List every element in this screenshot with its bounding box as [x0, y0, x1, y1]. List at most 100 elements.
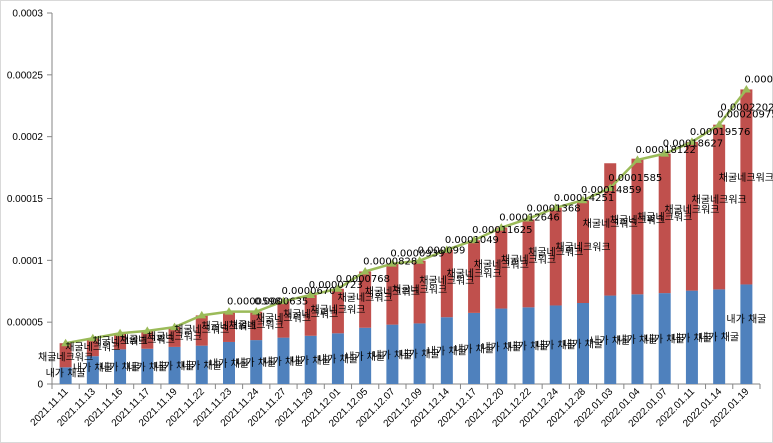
bar-segment-mined	[168, 346, 181, 384]
data-label-network: 채굴네크워크	[664, 203, 719, 216]
line-point-marker	[115, 328, 125, 337]
bar-segment-network	[86, 338, 99, 357]
line-value-label: 0.0001585	[608, 173, 662, 184]
bar-segment-mined	[304, 335, 317, 384]
data-label-network: 채굴네크워크	[283, 307, 338, 320]
data-label-mined: 내가 채굴	[481, 341, 521, 353]
data-label-mined: 내가 채굴	[263, 356, 303, 368]
bar-segment-mined	[658, 293, 671, 384]
data-label-network: 채굴네크워크	[474, 258, 529, 271]
bar-segment-mined	[685, 290, 698, 384]
line-point-marker	[88, 333, 98, 342]
data-label-mined: 내가 채굴	[318, 354, 358, 366]
data-label-mined: 내가 채굴	[617, 334, 657, 346]
bar-segment-network	[331, 288, 344, 334]
line-point-marker	[741, 84, 751, 93]
data-label-network: 채굴네크워크	[501, 253, 556, 266]
bar-segment-mined	[331, 333, 344, 384]
data-label-mined: 내가 채굴	[536, 340, 576, 352]
data-label-mined: 내가 채굴	[127, 361, 167, 373]
data-label-mined: 내가 채굴	[236, 357, 276, 369]
bar-segment-mined	[86, 356, 99, 384]
y-tick-label: 0.00015	[7, 194, 44, 205]
data-label-network: 채굴네크워크	[555, 241, 610, 254]
bar-segment-network	[195, 315, 208, 346]
bar-segment-network	[141, 330, 154, 349]
bar-segment-network	[386, 263, 399, 325]
bar-segment-network	[277, 301, 290, 338]
y-tick-label: 0.00005	[7, 318, 44, 329]
data-label-mined: 내가 채굴	[427, 346, 467, 358]
data-label-network: 채굴네크워크	[719, 171, 773, 184]
bar-segment-mined	[413, 323, 426, 384]
bar-segment-mined	[522, 307, 535, 384]
line-point-marker	[469, 235, 479, 244]
data-label-network: 채굴네크워크	[256, 312, 311, 325]
line-value-label: 0.0000670	[281, 286, 335, 297]
line-value-label: 0.00011625	[472, 225, 532, 236]
bar-segment-network	[168, 327, 181, 347]
bar-segment-mined	[440, 317, 453, 384]
data-label-mined: 내가 채굴	[645, 334, 685, 346]
line-point-marker	[605, 183, 615, 191]
line-point-marker	[551, 203, 561, 211]
line-value-label: 0.00014251	[554, 193, 614, 204]
line-value-label: 0.0000598	[227, 297, 281, 308]
data-label-mined: 내가 채굴	[291, 355, 331, 367]
line-value-label: 0.0000635	[254, 297, 308, 308]
data-label-network: 채굴네크워크	[692, 193, 747, 206]
y-tick-label: 0.0003	[12, 9, 43, 20]
data-label-network: 채굴네크워크	[310, 303, 365, 316]
line-point-marker	[496, 223, 506, 231]
bar-segment-mined	[359, 327, 372, 384]
data-label-mined: 내가 채굴	[454, 343, 494, 355]
data-label-network: 채굴네크워크	[147, 330, 202, 343]
data-label-network: 채굴네크워크	[610, 214, 665, 227]
line-point-marker	[224, 307, 234, 315]
bar-segment-network	[359, 271, 372, 328]
line-point-marker	[632, 155, 642, 163]
bar-segment-network	[250, 311, 263, 341]
line-point-marker	[578, 195, 588, 204]
bar-segment-mined	[740, 284, 753, 384]
bar-segment-network	[685, 141, 698, 291]
data-label-mined: 내가 채굴	[590, 335, 630, 347]
line-value-label: 0.00019576	[690, 127, 750, 138]
bar-segment-network	[495, 227, 508, 309]
bar-segment-mined	[59, 367, 72, 384]
line-point-marker	[142, 326, 152, 334]
data-label-mined: 내가 채굴	[726, 313, 766, 325]
line-value-label: 0.00020975	[717, 110, 773, 121]
bar-segment-network	[658, 153, 671, 294]
line-value-label: 0.00018122	[635, 145, 695, 156]
line-value-label: 0.000099	[418, 246, 466, 257]
bar-segment-network	[59, 343, 72, 368]
line-value-label: 0.0001049	[445, 235, 499, 246]
bar-segment-network	[413, 260, 426, 324]
data-label-network: 채굴네크워크	[174, 323, 229, 336]
line-point-marker	[306, 290, 316, 298]
data-label-mined: 내가 채굴	[372, 349, 412, 361]
data-label-mined: 내가 채굴	[345, 351, 385, 363]
bar-segment-mined	[141, 348, 154, 384]
line-point-marker	[278, 296, 288, 305]
line-point-marker	[387, 259, 397, 267]
y-tick-label: 0.00025	[7, 70, 44, 81]
line-point-marker	[415, 256, 425, 264]
bar-segment-network	[577, 200, 589, 303]
data-label-network: 채굴네크워크	[446, 267, 501, 280]
data-label-network: 채굴네크워크	[419, 274, 474, 287]
data-label-mined: 내가 채굴	[563, 338, 603, 350]
y-tick-label: 0.0002	[12, 132, 43, 143]
bar-segment-network	[440, 249, 453, 318]
bar-segment-mined	[386, 324, 399, 384]
line-value-label: 0.0000768	[336, 274, 390, 285]
bar-segment-network	[740, 89, 753, 285]
line-point-marker	[333, 284, 343, 292]
bar-segment-mined	[277, 337, 290, 384]
data-label-network: 채굴네크워크	[120, 333, 175, 346]
bar-segment-mined	[549, 305, 562, 384]
bar-segment-network	[604, 163, 617, 296]
line-value-label: 0.0000723	[309, 280, 363, 291]
data-label-network: 채굴네크워크	[338, 291, 393, 304]
